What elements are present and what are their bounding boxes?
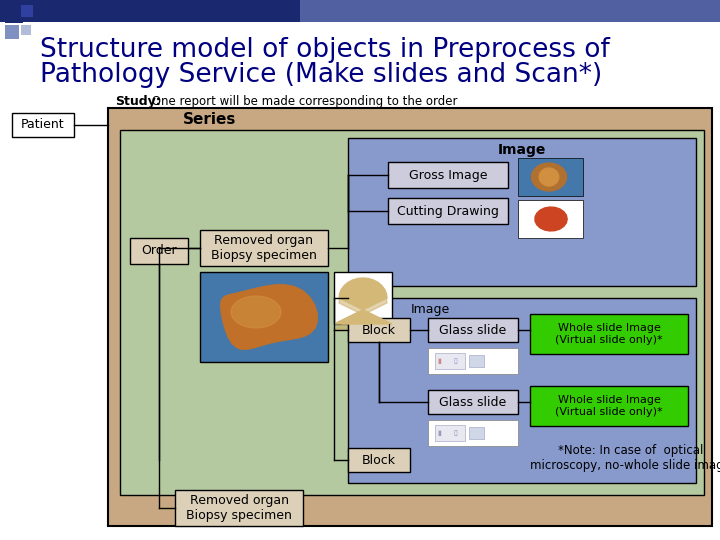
Bar: [660, 0, 690, 22]
Text: Glass slide: Glass slide: [439, 395, 507, 408]
Bar: [12, 113, 74, 137]
Bar: [334, 272, 392, 324]
Text: Removed organ
Biopsy specimen: Removed organ Biopsy specimen: [186, 494, 292, 522]
Bar: [360, 0, 390, 22]
Bar: [348, 448, 410, 472]
Bar: [108, 108, 712, 526]
Polygon shape: [539, 168, 559, 186]
Text: Study:: Study:: [115, 96, 161, 109]
Bar: [510, 0, 540, 22]
Polygon shape: [334, 283, 392, 329]
Bar: [120, 130, 704, 495]
Text: Gross Image: Gross Image: [409, 168, 487, 181]
Bar: [540, 0, 570, 22]
Bar: [21, 5, 33, 17]
Bar: [428, 390, 518, 414]
Text: Block: Block: [362, 454, 396, 467]
Text: Whole slide Image
(Virtual slide only)*: Whole slide Image (Virtual slide only)*: [555, 323, 663, 345]
Bar: [600, 0, 630, 22]
Bar: [300, 0, 330, 22]
Text: Image: Image: [410, 303, 449, 316]
Bar: [348, 138, 696, 286]
Bar: [200, 272, 328, 362]
Bar: [330, 0, 360, 22]
Text: ▮: ▮: [437, 430, 441, 436]
Bar: [428, 420, 518, 446]
Text: One report will be made corresponding to the order: One report will be made corresponding to…: [148, 96, 457, 109]
Bar: [21, 25, 31, 35]
Bar: [435, 353, 465, 369]
Text: ▯: ▯: [453, 430, 457, 436]
Text: Whole slide Image
(Virtual slide only)*: Whole slide Image (Virtual slide only)*: [555, 395, 663, 417]
Text: Series: Series: [184, 112, 237, 127]
Text: ▮: ▮: [437, 358, 441, 364]
Bar: [570, 0, 600, 22]
Text: Order: Order: [141, 245, 177, 258]
Bar: [428, 318, 518, 342]
Text: *Note: In case of  optical
microscopy, no-whole slide image: *Note: In case of optical microscopy, no…: [530, 444, 720, 472]
Text: ▯: ▯: [453, 358, 457, 364]
Bar: [518, 200, 583, 238]
Text: Glass slide: Glass slide: [439, 323, 507, 336]
Text: Image: Image: [498, 143, 546, 157]
Bar: [480, 0, 510, 22]
Bar: [348, 298, 696, 483]
Text: Removed organ
Biopsy specimen: Removed organ Biopsy specimen: [211, 234, 317, 262]
Text: Block: Block: [362, 323, 396, 336]
Polygon shape: [535, 207, 567, 231]
Polygon shape: [221, 285, 318, 349]
Bar: [450, 0, 480, 22]
Text: Patient: Patient: [21, 118, 65, 132]
Bar: [690, 0, 720, 22]
Bar: [469, 355, 484, 367]
Bar: [348, 318, 410, 342]
Polygon shape: [334, 278, 392, 324]
Bar: [388, 198, 508, 224]
Bar: [388, 162, 508, 188]
Bar: [469, 427, 484, 439]
Bar: [420, 0, 450, 22]
Bar: [390, 0, 420, 22]
Bar: [200, 230, 328, 266]
Bar: [530, 386, 688, 426]
Bar: [530, 314, 688, 354]
Bar: [5, 25, 19, 39]
Bar: [0, 0, 720, 22]
Polygon shape: [231, 296, 281, 328]
Text: Pathology Service (Make slides and Scan*): Pathology Service (Make slides and Scan*…: [40, 62, 602, 88]
Text: Cutting Drawing: Cutting Drawing: [397, 205, 499, 218]
Bar: [428, 348, 518, 374]
Bar: [435, 425, 465, 441]
Bar: [175, 490, 303, 526]
Bar: [5, 5, 23, 23]
Polygon shape: [531, 163, 567, 191]
Bar: [130, 238, 188, 264]
Text: Structure model of objects in Preprocess of: Structure model of objects in Preprocess…: [40, 37, 610, 63]
Bar: [518, 158, 583, 196]
Bar: [630, 0, 660, 22]
